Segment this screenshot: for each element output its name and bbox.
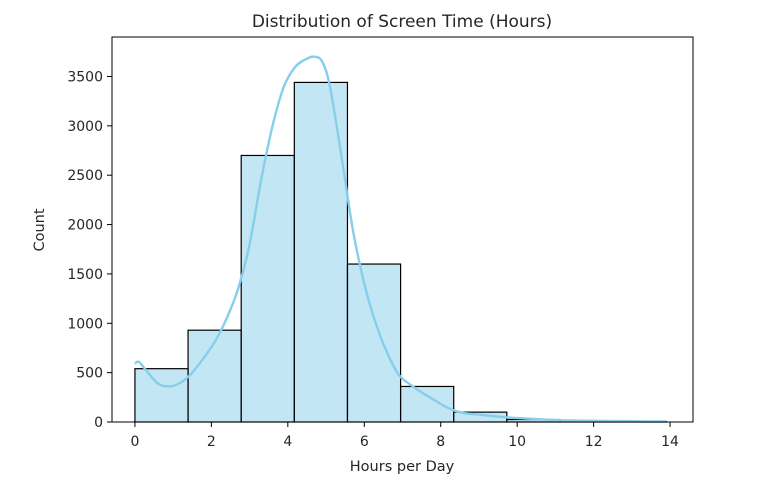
y-tick-label: 1500: [67, 267, 103, 283]
x-tick-label: 0: [130, 434, 139, 450]
histogram-bar: [187, 329, 242, 423]
x-tick-label: 4: [283, 434, 292, 450]
y-tick-label: 2000: [67, 218, 103, 234]
y-tick-label: 3000: [67, 119, 103, 135]
chart-title: Distribution of Screen Time (Hours): [252, 12, 552, 32]
bars-layer: [134, 81, 667, 423]
kde-curve: [134, 55, 667, 423]
histogram-bar: [293, 81, 349, 423]
y-tick-label: 2500: [67, 168, 103, 184]
x-tick-label: 10: [508, 434, 526, 450]
x-tick-label: 14: [661, 434, 679, 450]
x-tick-label: 12: [585, 434, 603, 450]
histogram-bar: [399, 385, 455, 423]
y-tick-label: 1000: [67, 316, 103, 332]
x-axis-title: Hours per Day: [350, 459, 455, 475]
kde-layer: [134, 55, 667, 423]
y-tick-label: 3500: [67, 69, 103, 85]
histogram-bar: [346, 263, 402, 423]
y-tick-label: 0: [94, 415, 103, 431]
plot-frame: [111, 36, 694, 423]
y-tick-label: 500: [76, 366, 103, 382]
x-tick-label: 2: [207, 434, 216, 450]
y-axis-title: Count: [32, 208, 48, 251]
x-axis-ticks: 0 2 4 6 8 10 12 14: [130, 422, 679, 450]
histogram-bar: [134, 368, 189, 423]
x-tick-label: 8: [436, 434, 445, 450]
histogram-bar: [240, 154, 295, 423]
y-axis-ticks: 0 500 1000 1500 2000 2500 3000 3500: [67, 69, 112, 431]
x-tick-label: 6: [360, 434, 369, 450]
